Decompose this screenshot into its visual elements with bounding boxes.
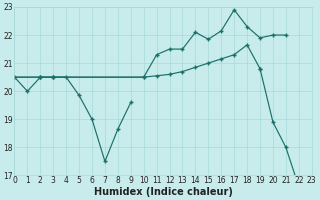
X-axis label: Humidex (Indice chaleur): Humidex (Indice chaleur) — [94, 187, 233, 197]
